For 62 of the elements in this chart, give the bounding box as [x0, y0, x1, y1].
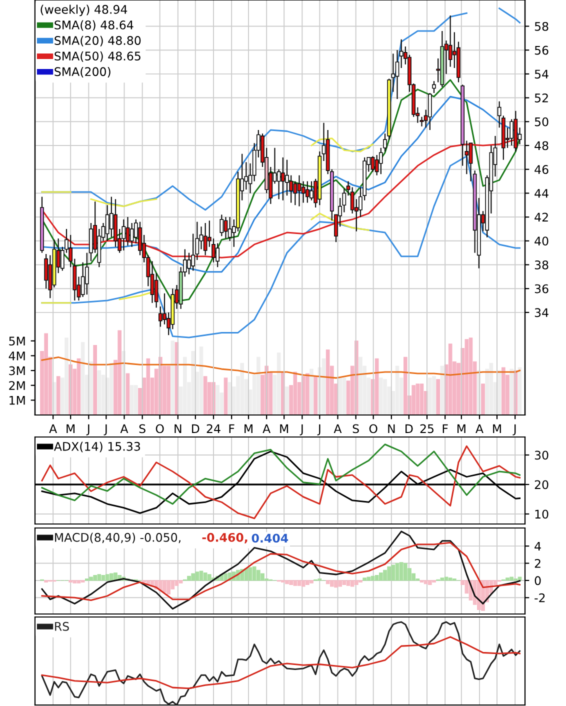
y2-tick-label: 3M — [9, 366, 25, 376]
chart-title: (weekly) 48.94 — [40, 4, 128, 16]
legend-label: SMA(200) — [54, 66, 110, 78]
y-tick-label: 58 — [534, 22, 548, 31]
x-tick-label: A — [476, 424, 484, 433]
y2-tick-label: 1M — [10, 396, 25, 405]
legend-label: MACD(8,40,9) -0.050, — [55, 532, 180, 544]
x-tick-label: A — [49, 424, 58, 433]
x-tick-label: M — [66, 424, 75, 433]
y-tick-label: 0 — [534, 576, 541, 586]
y-tick-label: 54 — [534, 70, 548, 79]
x-tick-label: A — [334, 424, 342, 433]
legend-label: SMA(20) 48.80 — [54, 36, 141, 46]
y-tick-label: 40 — [534, 236, 548, 246]
y-tick-label: 36 — [534, 284, 548, 294]
y-tick-label: 56 — [534, 46, 548, 55]
x-tick-label: N — [388, 424, 395, 433]
y-tick-label: 52 — [534, 94, 548, 102]
x-tick-label: 25 — [420, 424, 434, 434]
legend-label: SMA(50) 48.65 — [54, 51, 140, 62]
y-tick-label: 50 — [534, 117, 548, 126]
x-tick-label: M — [280, 424, 288, 433]
y-tick-label: 44 — [534, 189, 548, 198]
legend-label: ADX(14) 15.33 — [54, 442, 140, 452]
x-tick-label: J — [317, 424, 320, 436]
x-tick-label: M — [457, 424, 466, 433]
x-tick-label: A — [120, 424, 128, 433]
x-tick-label: J — [300, 424, 303, 436]
x-tick-label: N — [174, 424, 182, 433]
y-tick-label: 4 — [534, 542, 541, 551]
x-tick-label: M — [493, 424, 501, 433]
x-tick-label: D — [192, 424, 200, 433]
x-tick-label: D — [406, 424, 413, 433]
x-tick-label: O — [156, 424, 164, 434]
annotation: 0.404 — [252, 534, 288, 543]
y-tick-label: 30 — [534, 450, 548, 460]
x-tick-label: F — [442, 424, 448, 433]
y-tick-label: 42 — [534, 212, 548, 222]
y2-tick-label: 5M — [9, 336, 25, 346]
y-tick-label: -2 — [534, 593, 545, 602]
x-tick-label: J — [512, 424, 516, 436]
y-tick-label: 38 — [534, 260, 548, 270]
y2-tick-label: 2M — [9, 381, 25, 390]
y-tick-label: 2 — [534, 558, 540, 568]
y-tick-label: 48 — [534, 141, 548, 150]
y-tick-label: 46 — [534, 165, 548, 174]
legend-label: SMA(8) 48.64 — [54, 20, 134, 31]
x-tick-label: S — [352, 424, 359, 434]
x-tick-label: F — [229, 424, 234, 433]
y-tick-label: 34 — [534, 308, 548, 318]
y-tick-label: 10 — [535, 510, 548, 519]
x-tick-label: O — [369, 424, 378, 434]
x-tick-label: J — [104, 424, 107, 436]
x-tick-label: M — [244, 424, 252, 433]
x-tick-label: S — [139, 424, 146, 434]
x-tick-label: J — [86, 424, 90, 436]
x-tick-label: A — [262, 424, 271, 433]
y-tick-label: 20 — [534, 480, 548, 490]
legend-label: RS — [55, 622, 69, 631]
series-label: -0.460, — [202, 532, 248, 544]
y2-tick-label: 4M — [8, 352, 25, 360]
x-tick-label: 24 — [206, 424, 220, 433]
